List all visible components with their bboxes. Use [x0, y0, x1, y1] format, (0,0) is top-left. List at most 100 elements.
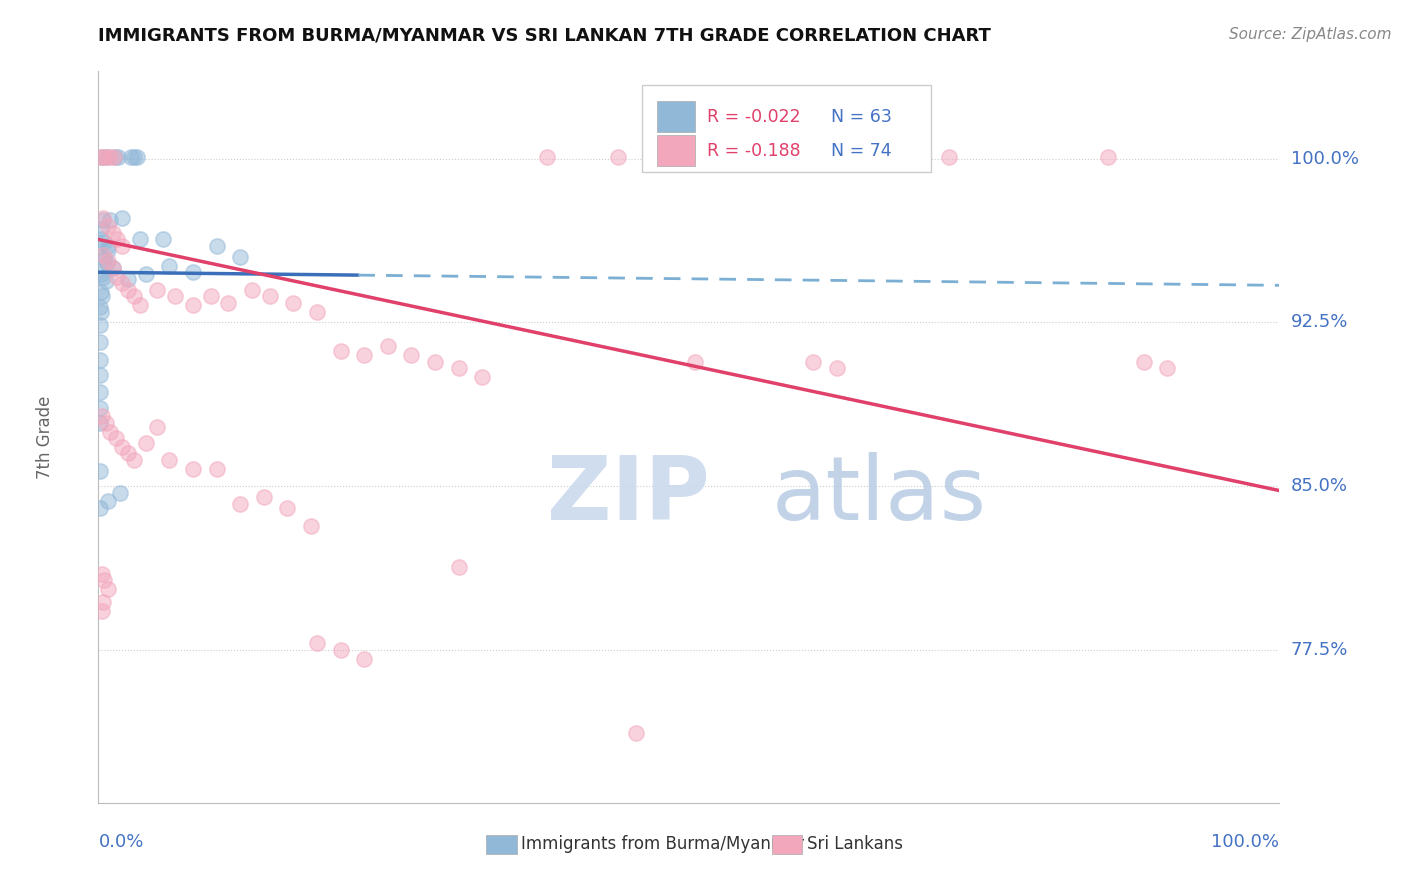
Point	[104, 149, 127, 163]
FancyBboxPatch shape	[657, 101, 695, 132]
Point	[401, 348, 423, 362]
Point	[240, 283, 263, 297]
Point	[89, 501, 111, 516]
Point	[89, 300, 111, 314]
Text: 92.5%: 92.5%	[1291, 313, 1348, 332]
Point	[111, 440, 134, 454]
Point	[217, 295, 239, 310]
Text: R = -0.022: R = -0.022	[707, 108, 800, 126]
Point	[1156, 361, 1178, 376]
Text: R = -0.188: R = -0.188	[707, 142, 800, 160]
Point	[607, 149, 630, 163]
Point	[93, 235, 115, 249]
Point	[91, 604, 114, 618]
Point	[105, 431, 128, 445]
Point	[89, 368, 111, 382]
Point	[229, 497, 252, 511]
Text: ZIP: ZIP	[547, 452, 710, 539]
Point	[121, 149, 143, 163]
Text: N = 63: N = 63	[831, 108, 891, 126]
Text: Source: ZipAtlas.com: Source: ZipAtlas.com	[1229, 27, 1392, 42]
Point	[122, 149, 145, 163]
Text: Immigrants from Burma/Myanmar: Immigrants from Burma/Myanmar	[522, 836, 804, 854]
Point	[91, 248, 114, 262]
Point	[122, 289, 145, 303]
Text: 7th Grade: 7th Grade	[37, 395, 55, 479]
Point	[276, 501, 298, 516]
Point	[90, 268, 112, 282]
Point	[127, 149, 149, 163]
Point	[205, 239, 228, 253]
Point	[259, 289, 281, 303]
Point	[128, 232, 150, 246]
Point	[97, 582, 120, 596]
Point	[103, 149, 125, 163]
Point	[117, 272, 139, 286]
Point	[107, 149, 129, 163]
Text: 100.0%: 100.0%	[1291, 150, 1358, 168]
Point	[108, 485, 131, 500]
Point	[748, 149, 770, 163]
Point	[423, 355, 446, 369]
Point	[825, 361, 848, 376]
Text: 85.0%: 85.0%	[1291, 477, 1347, 495]
Point	[117, 446, 139, 460]
Point	[91, 595, 114, 609]
Point	[1132, 355, 1154, 369]
Point	[624, 726, 647, 740]
Point	[90, 285, 112, 299]
Point	[117, 283, 139, 297]
Point	[938, 149, 960, 163]
Point	[305, 304, 328, 318]
Point	[96, 256, 118, 270]
Point	[91, 409, 114, 424]
Point	[97, 239, 120, 253]
Text: 100.0%: 100.0%	[1212, 833, 1279, 851]
Text: Sri Lankans: Sri Lankans	[807, 836, 903, 854]
Point	[105, 269, 128, 284]
Point	[146, 283, 169, 297]
Text: atlas: atlas	[772, 452, 987, 539]
Point	[299, 518, 322, 533]
Point	[536, 149, 558, 163]
Point	[89, 335, 111, 350]
Point	[165, 289, 187, 303]
Point	[329, 643, 352, 657]
Point	[283, 295, 305, 310]
Point	[377, 339, 399, 353]
Text: IMMIGRANTS FROM BURMA/MYANMAR VS SRI LANKAN 7TH GRADE CORRELATION CHART: IMMIGRANTS FROM BURMA/MYANMAR VS SRI LAN…	[98, 27, 991, 45]
Point	[89, 416, 111, 430]
Point	[91, 149, 114, 163]
Point	[157, 259, 180, 273]
Point	[447, 361, 470, 376]
Point	[353, 651, 375, 665]
Point	[181, 461, 204, 475]
Point	[820, 149, 842, 163]
Point	[98, 212, 121, 227]
Point	[94, 274, 117, 288]
Point	[105, 232, 128, 246]
Point	[111, 211, 134, 225]
Point	[683, 355, 706, 369]
Point	[329, 343, 352, 358]
Point	[97, 494, 120, 508]
Text: N = 74: N = 74	[831, 142, 891, 160]
Point	[801, 355, 824, 369]
Point	[90, 304, 112, 318]
Point	[128, 298, 150, 312]
Point	[91, 212, 114, 227]
Point	[90, 250, 112, 264]
Point	[157, 453, 180, 467]
Point	[89, 318, 111, 332]
Point	[205, 461, 228, 475]
Point	[200, 289, 222, 303]
Point	[96, 149, 118, 163]
Point	[181, 265, 204, 279]
Point	[447, 560, 470, 574]
Point	[253, 490, 276, 504]
Point	[122, 453, 145, 467]
Point	[96, 149, 118, 163]
Point	[152, 232, 174, 246]
Point	[89, 401, 111, 415]
Point	[90, 149, 112, 163]
